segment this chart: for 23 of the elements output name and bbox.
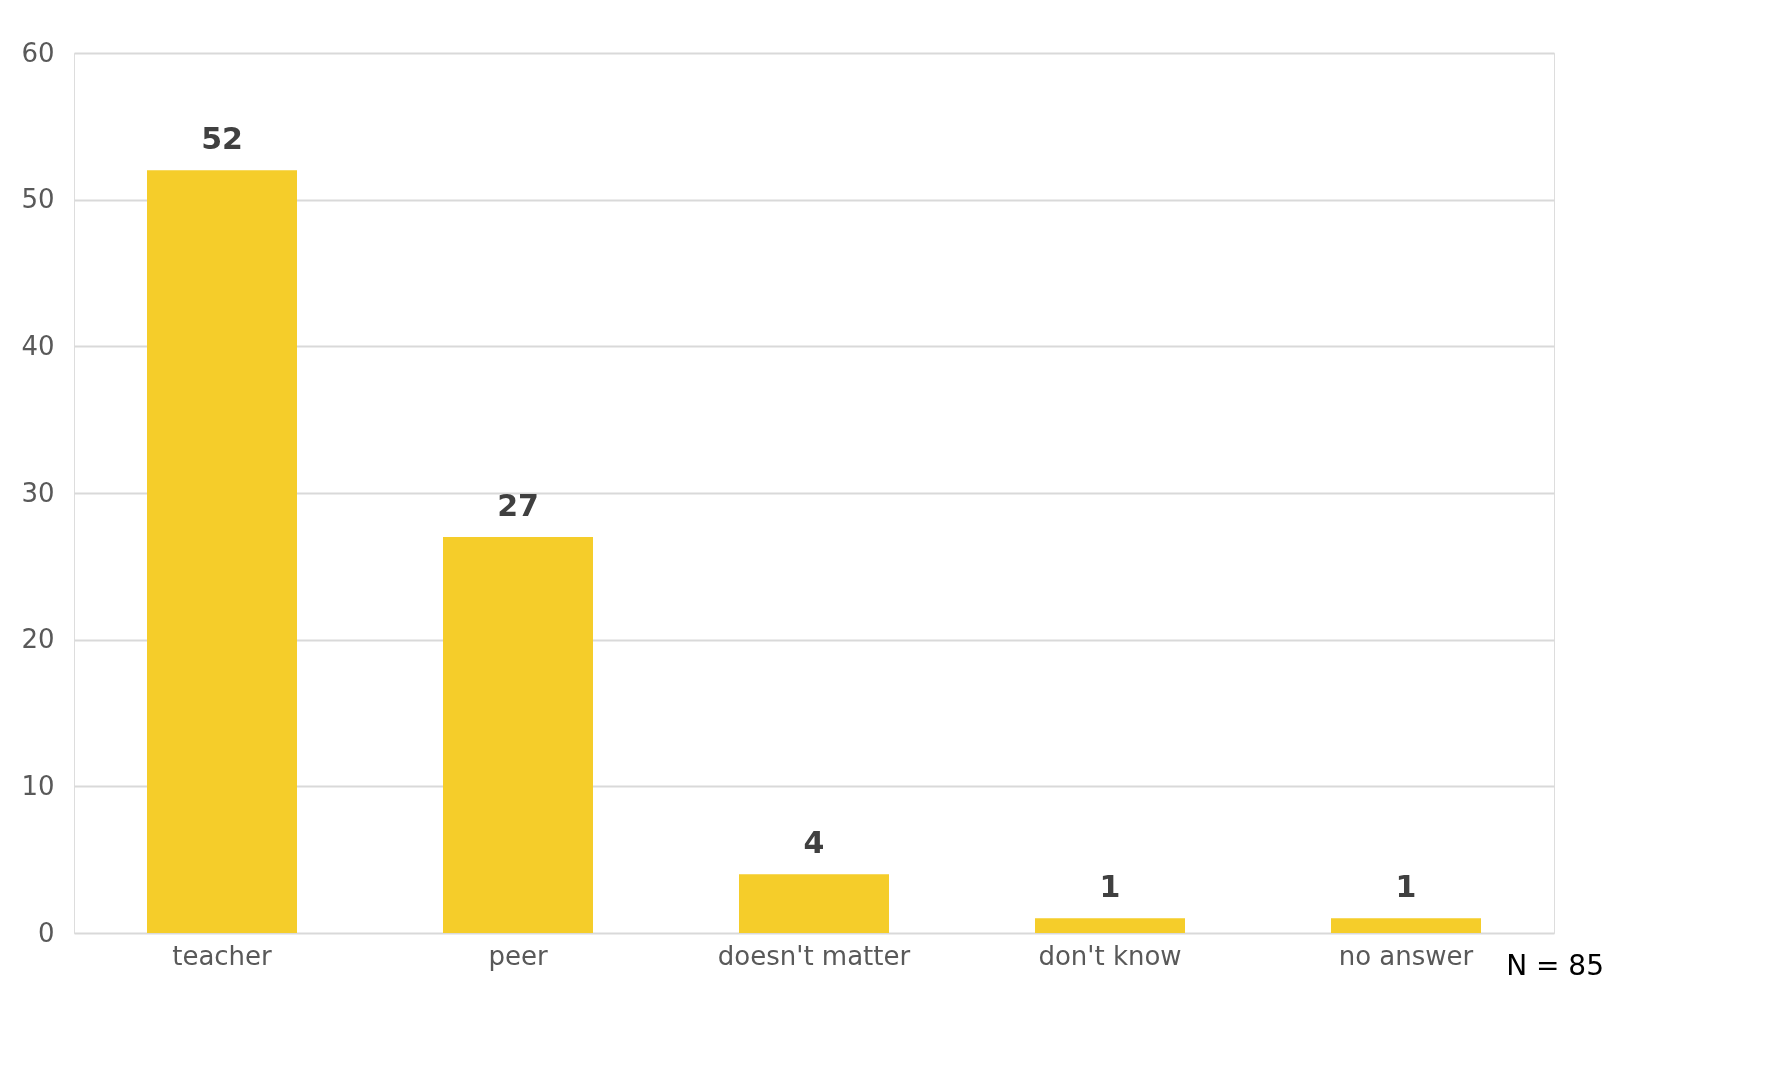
y-tick-label: 50 (21, 184, 55, 215)
bar (1331, 918, 1481, 933)
x-tick-label: peer (488, 940, 548, 971)
bar (443, 537, 593, 933)
y-tick-label: 60 (21, 37, 55, 68)
x-tick-label: doesn't matter (717, 940, 911, 971)
y-tick-label: 0 (37, 917, 55, 948)
y-tick-label: 10 (21, 770, 55, 801)
x-tick-label: no answer (1338, 940, 1474, 971)
bar (147, 170, 297, 933)
data-label: 27 (497, 488, 539, 523)
y-tick-label: 20 (21, 624, 55, 655)
x-tick-label: don't know (1038, 940, 1182, 971)
y-tick-label: 40 (21, 330, 55, 361)
data-label: 1 (1395, 869, 1417, 905)
data-label: 52 (201, 121, 243, 157)
y-tick-label: 30 (21, 477, 55, 508)
bar (739, 874, 889, 933)
x-tick-label: teacher (172, 940, 273, 971)
data-label: 4 (803, 825, 825, 861)
data-label: 1 (1099, 869, 1121, 905)
bar (1035, 918, 1185, 933)
text: N = 85 (1506, 949, 1604, 982)
